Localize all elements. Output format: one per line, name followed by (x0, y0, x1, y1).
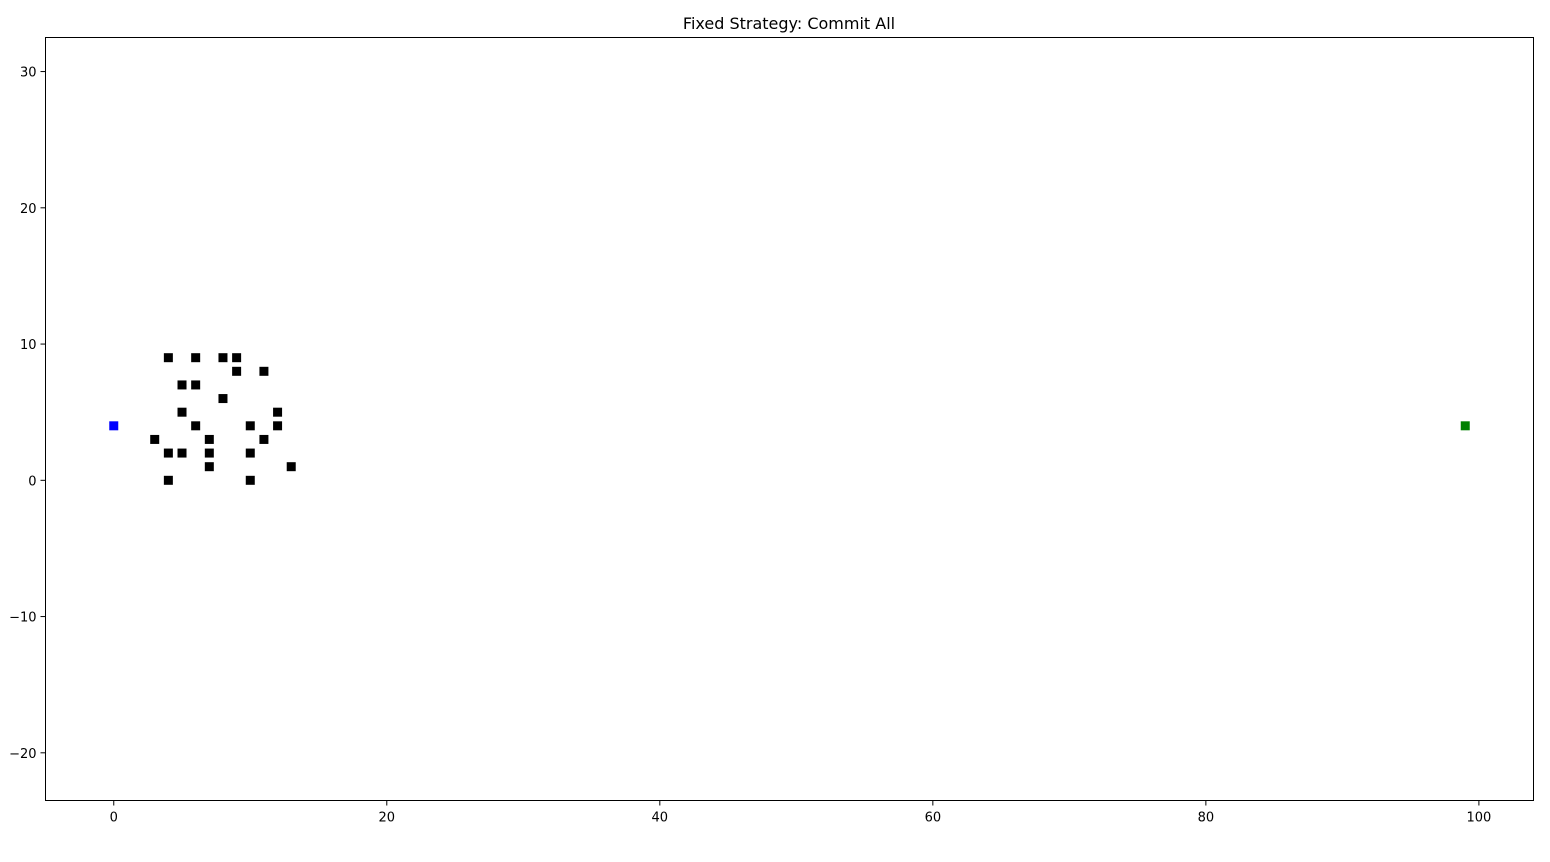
data-point (177, 448, 187, 458)
data-point (232, 353, 242, 363)
x-tick-label: 20 (379, 811, 396, 826)
data-point (273, 407, 283, 417)
data-point (245, 421, 255, 431)
y-tick-label: 30 (20, 66, 37, 81)
data-point (259, 366, 269, 376)
x-tick-label: 40 (652, 811, 669, 826)
data-point (245, 448, 255, 458)
data-point (163, 448, 173, 458)
data-point (218, 394, 228, 404)
plot-points (109, 353, 1470, 485)
x-tick-label: 80 (1198, 811, 1215, 826)
y-tick-label: −20 (9, 747, 36, 762)
data-point (177, 407, 187, 417)
data-point (177, 380, 187, 390)
data-point (245, 475, 255, 485)
data-point (191, 421, 201, 431)
y-axis: −20 −10 0 10 20 30 (9, 66, 46, 762)
data-point (286, 462, 296, 472)
data-point (109, 421, 119, 431)
data-point (191, 353, 201, 363)
data-point (163, 475, 173, 485)
x-tick-label: 0 (110, 811, 118, 826)
plot-area (45, 37, 1534, 801)
x-tick-label: 60 (925, 811, 942, 826)
y-tick-label: 20 (20, 202, 37, 217)
y-tick-label: 0 (28, 474, 36, 489)
data-point (259, 434, 269, 444)
data-point (150, 434, 160, 444)
data-point (191, 380, 201, 390)
chart-title: Fixed Strategy: Commit All (683, 14, 895, 33)
data-point (163, 353, 173, 363)
data-point (204, 462, 214, 472)
data-point (232, 366, 242, 376)
data-point (204, 448, 214, 458)
x-axis: 0 20 40 60 80 100 (110, 800, 1491, 826)
data-point (204, 434, 214, 444)
x-tick-label: 100 (1466, 811, 1491, 826)
data-point (273, 421, 283, 431)
y-tick-label: −10 (9, 611, 36, 626)
data-point (1460, 421, 1470, 431)
data-point (218, 353, 228, 363)
y-tick-label: 10 (20, 338, 37, 353)
